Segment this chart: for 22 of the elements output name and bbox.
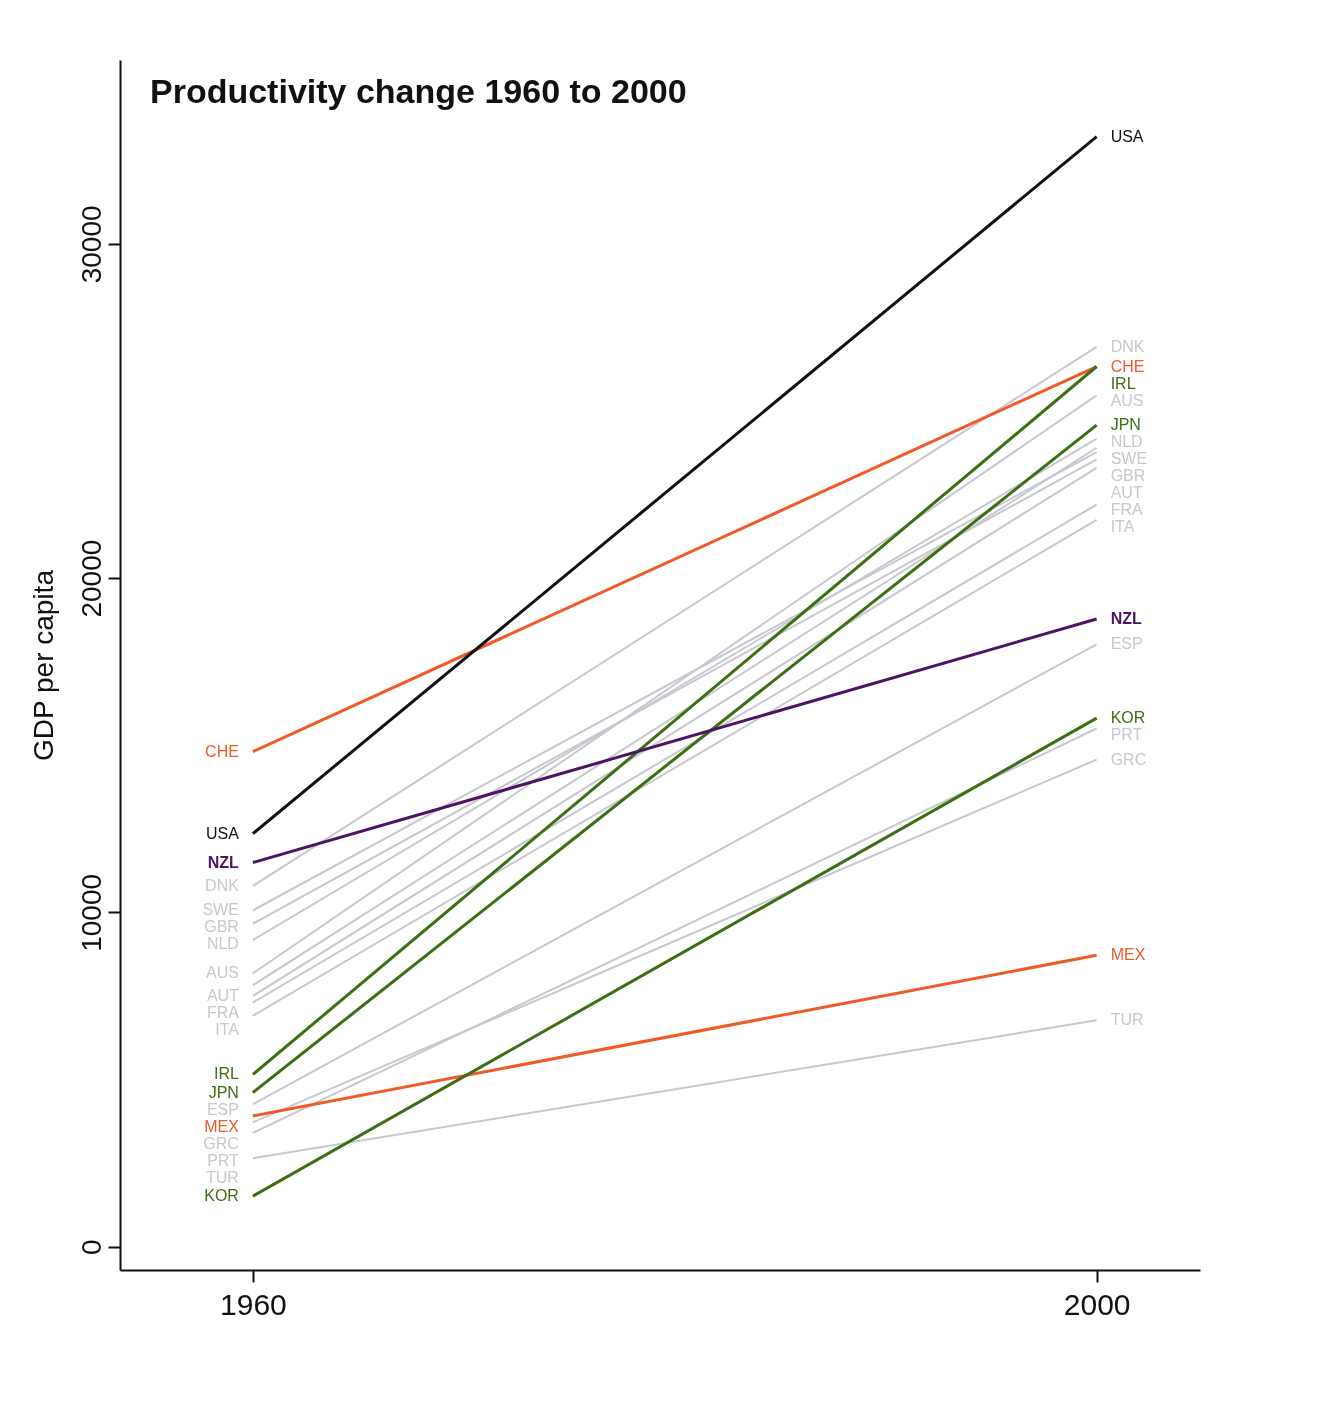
text: CHE [1110, 357, 1145, 375]
y-tick-label: 10000 [75, 873, 107, 952]
series-label: CHE [205, 742, 239, 760]
text: NZL [1110, 610, 1142, 628]
series-label: IRL [213, 1065, 239, 1083]
text: KOR [1110, 709, 1146, 727]
series-label: MEX [1110, 946, 1146, 964]
y-tick-label: 0 [75, 1239, 107, 1255]
series-label: NZL [207, 853, 240, 871]
chart-title: Productivity change 1960 to 2000 [150, 72, 687, 110]
x-tick-label: 2000 [1063, 1287, 1131, 1321]
text: IRL [1110, 374, 1136, 392]
series-label: KOR [204, 1187, 239, 1205]
series-label: USA [1110, 127, 1144, 145]
y-tick-label: 20000 [75, 539, 107, 618]
text: USA [205, 824, 239, 842]
text: JPN [1110, 416, 1141, 434]
text: MEX [204, 1117, 239, 1135]
y-axis-title: GDP per capita [27, 569, 59, 761]
x-tick-label: 1960 [220, 1287, 287, 1321]
series-label: JPN [208, 1083, 239, 1101]
y-tick-label: 30000 [75, 205, 107, 284]
